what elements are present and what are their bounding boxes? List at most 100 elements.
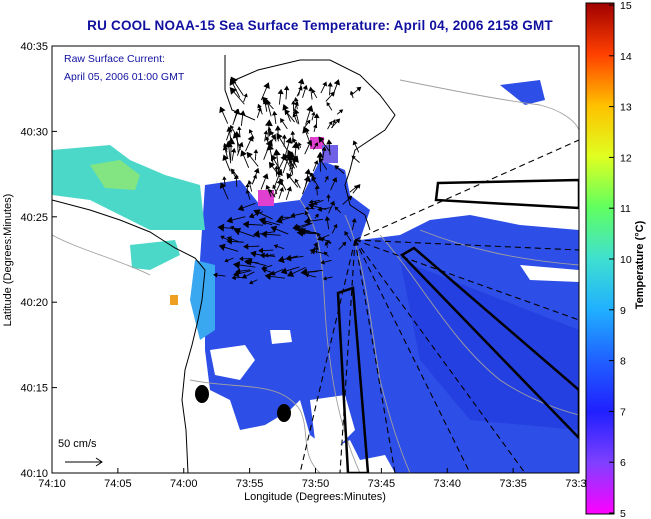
current-vector [265,119,273,142]
current-vector [258,247,274,254]
current-vector [272,184,278,195]
current-vector [286,256,298,261]
current-vector [265,184,272,197]
sst-western-shelf-warm [90,160,140,190]
station-marker [195,385,209,403]
colorbar-tick-label: 9 [620,305,626,317]
x-tick-label: 74:00 [170,478,198,490]
current-vector [235,268,251,274]
current-vector [279,215,290,220]
current-vector [277,88,284,105]
current-vector [303,217,324,225]
current-vector [226,236,239,243]
current-legend-line1: Raw Surface Current: [64,53,165,65]
current-vector [310,242,318,255]
radar-beam-lines [299,139,579,473]
current-vector [297,78,305,96]
current-vector [331,223,338,234]
current-vector [278,187,284,199]
scale-arrow-label: 50 cm/s [58,438,97,450]
y-tick-label: 40:20 [20,297,48,309]
current-vector [263,130,269,142]
current-vector [247,179,253,192]
current-vector [286,172,299,188]
current-vector [231,147,237,161]
current-vector [303,119,311,128]
current-vector [342,195,353,205]
current-vector [287,266,306,277]
current-vector [274,165,279,177]
current-vector [305,105,314,125]
current-vector [242,220,264,229]
surface-current-vectors [213,76,362,285]
current-vector [327,82,333,96]
current-vector [272,148,281,171]
current-vector [251,174,258,185]
current-vector [324,175,329,183]
scale-arrow [65,457,103,467]
current-vector [260,230,281,238]
current-vector [275,215,296,224]
current-vector [287,153,295,175]
sst-warm-pixel [170,295,178,305]
current-vector [232,108,240,126]
colorbar-tick-label: 12 [620,152,632,164]
current-vector [246,151,259,167]
current-vector [284,109,295,123]
current-vector [249,279,258,285]
x-tick-label: 73:45 [368,478,396,490]
y-tick-label: 40:25 [20,212,48,224]
cloud-gap [270,330,292,344]
sst-upper-patch [500,80,545,105]
current-vector [222,154,231,172]
current-vector [237,126,242,137]
x-tick-label: 73:50 [302,478,330,490]
current-vector [232,132,241,151]
current-vector [324,216,331,230]
current-vector [313,142,319,150]
colorbar-tick-label: 11 [620,203,631,215]
current-vector [338,241,347,250]
current-vector [320,259,332,265]
current-vector [323,251,329,257]
current-vector [334,165,345,174]
colorbar-tick-label: 10 [620,254,632,266]
current-vector [283,85,290,100]
plot-area: 50 cm/s Raw Surface Current: April 05, 2… [52,46,579,473]
current-vector [326,239,332,245]
current-vector [318,157,328,170]
colorbar-tick-label: 15 [620,0,632,12]
colorbar-tick-label: 13 [620,102,632,114]
cloud-gap [520,265,579,282]
current-vector [262,220,273,226]
current-vector [280,117,288,130]
current-vector [313,124,318,132]
current-vector [222,145,229,159]
x-tick-label: 73:40 [433,478,461,490]
figure-title: RU COOL NOAA-15 Sea Surface Temperature:… [87,18,553,33]
current-vector [229,87,245,105]
current-legend-line2: April 05, 2006 01:00 GMT [64,71,185,83]
current-vector [222,176,227,186]
current-vector [224,257,234,263]
current-vector [326,101,333,111]
current-vector [351,155,360,163]
current-vector [261,264,273,270]
current-vector [253,209,273,220]
current-vector [326,139,333,156]
current-vector [325,91,335,102]
current-vector [280,266,300,275]
current-vector [311,111,316,121]
current-vector [336,109,344,115]
current-vector [314,213,319,219]
current-vector [273,244,285,250]
current-vector [226,216,246,224]
current-vector [304,206,315,211]
station-marker [277,404,291,422]
sst-bay-strip [130,240,180,270]
colorbar-ticks: 15 14 13 12 11 10 9 8 7 6 5 [609,0,632,519]
cloud-gap [210,345,255,380]
y-axis-label: Latitude (Degrees:Minutes) [2,194,14,327]
current-vector [302,84,308,98]
current-vector [270,269,284,276]
